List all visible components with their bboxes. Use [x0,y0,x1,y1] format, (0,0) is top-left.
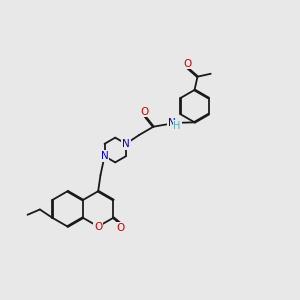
Text: N: N [122,139,130,149]
Text: O: O [183,59,191,69]
Text: N: N [168,118,176,128]
Text: O: O [116,223,124,233]
Text: H: H [173,121,181,130]
Text: O: O [140,107,148,117]
Text: N: N [100,151,108,161]
Text: O: O [94,222,102,232]
